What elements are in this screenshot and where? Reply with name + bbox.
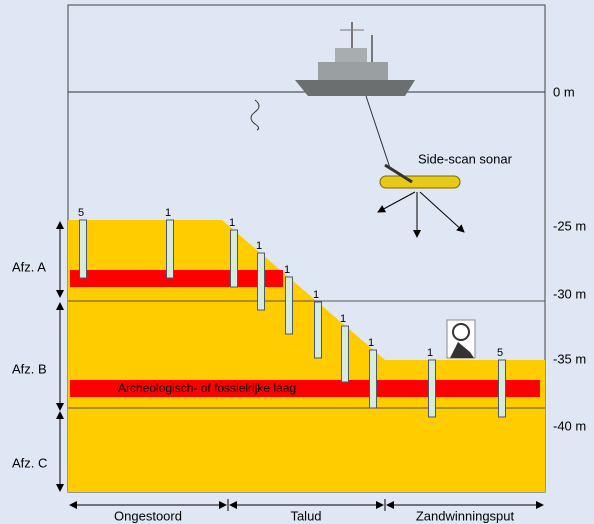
section-label: Talud bbox=[290, 508, 321, 523]
section-label: Zandwinningsput bbox=[416, 508, 515, 523]
core bbox=[314, 301, 322, 359]
depth-label: -35 m bbox=[553, 351, 586, 366]
red-layer-lower bbox=[70, 380, 540, 397]
core bbox=[257, 252, 265, 311]
cable bbox=[365, 95, 391, 169]
red-layer-upper bbox=[70, 270, 283, 287]
core bbox=[428, 359, 436, 418]
zone-label: Afz. A bbox=[12, 259, 46, 274]
depth-label: -25 m bbox=[553, 218, 586, 233]
core-label: 1 bbox=[165, 207, 171, 219]
core-label: 1 bbox=[229, 217, 235, 229]
core-label: 1 bbox=[368, 337, 374, 349]
depth-label: -40 m bbox=[553, 418, 586, 433]
section-label: Ongestoord bbox=[114, 508, 182, 523]
core bbox=[230, 229, 238, 288]
squiggle bbox=[250, 99, 260, 131]
layer-label: Archeologisch- of fossielrijke laag bbox=[118, 381, 296, 395]
depth-label: 0 m bbox=[553, 84, 575, 99]
core-label: 1 bbox=[256, 240, 262, 252]
sediment bbox=[68, 220, 545, 492]
core-label: 1 bbox=[284, 264, 290, 276]
core-label: 1 bbox=[427, 347, 433, 359]
core bbox=[369, 349, 377, 409]
core bbox=[341, 325, 349, 383]
core-label: 5 bbox=[497, 347, 503, 359]
core bbox=[79, 219, 87, 279]
zone-label: Afz. C bbox=[12, 455, 47, 470]
ship bbox=[295, 22, 415, 96]
core-label: 1 bbox=[340, 313, 346, 325]
core-label: 5 bbox=[78, 207, 84, 219]
core bbox=[285, 276, 293, 335]
sonar-label: Side-scan sonar bbox=[418, 151, 513, 166]
sonar bbox=[377, 163, 465, 238]
zone-label: Afz. B bbox=[12, 361, 47, 376]
dredge-icon bbox=[446, 319, 476, 359]
section-arrows bbox=[69, 499, 544, 511]
core bbox=[166, 219, 174, 279]
core-label: 1 bbox=[313, 289, 319, 301]
depth-label: -30 m bbox=[553, 286, 586, 301]
core bbox=[498, 359, 506, 418]
